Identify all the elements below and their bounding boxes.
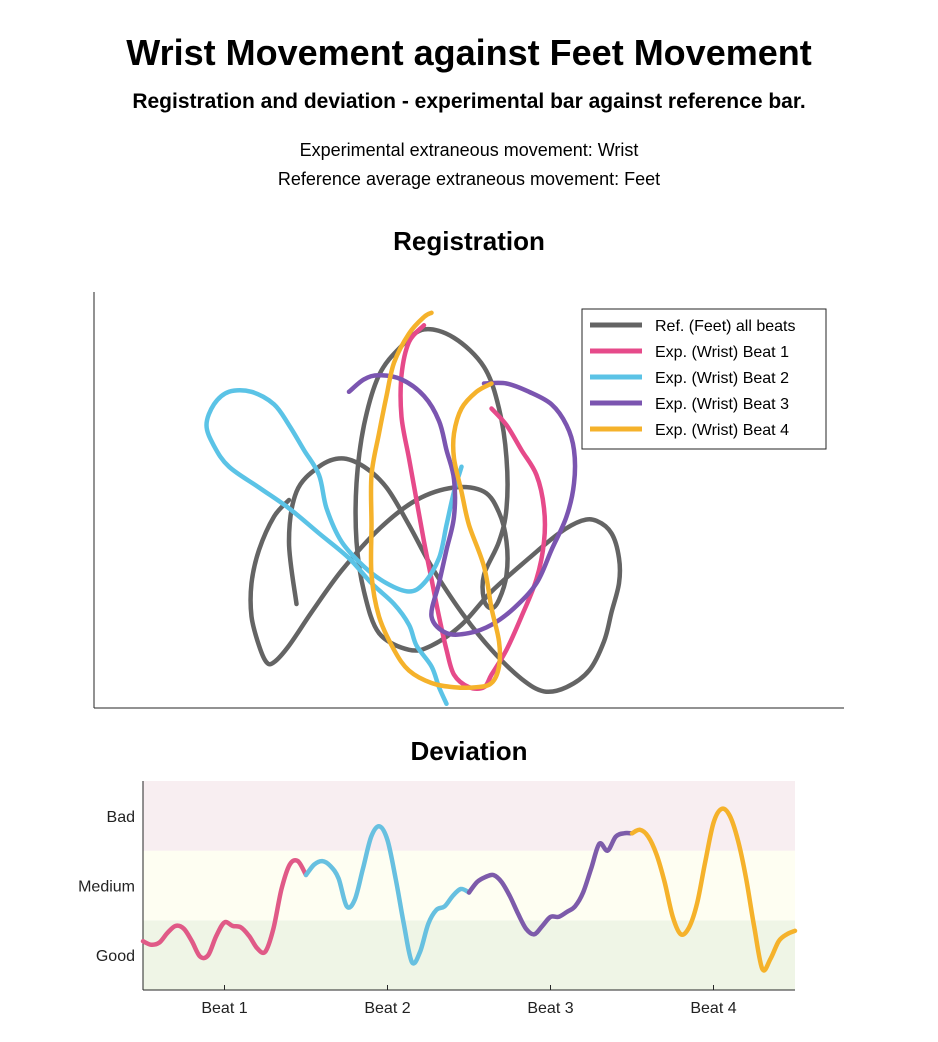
experimental-movement-label: Experimental extraneous movement: Wrist (299, 140, 639, 160)
deviation-chart: Good Medium Bad Beat 1 Beat 2 Beat 3 Beat 4 (78, 781, 798, 1017)
registration-series-line-4 (346, 372, 578, 637)
deviation-x-tick-3: Beat 3 (527, 1000, 573, 1017)
legend-entry-4: Exp. (Wrist) Beat 3 (655, 396, 789, 413)
registration-chart-title: Registration (393, 226, 545, 256)
legend-entry-3: Exp. (Wrist) Beat 2 (655, 370, 789, 387)
legend-entry-5: Exp. (Wrist) Beat 4 (655, 422, 789, 439)
deviation-line-beat-2 (303, 824, 472, 966)
deviation-x-tick-4: Beat 4 (690, 1000, 736, 1017)
registration-series-line-5 (368, 310, 503, 690)
deviation-line-beat-3 (466, 830, 635, 937)
deviation-chart-title: Deviation (410, 736, 528, 766)
deviation-line-beat-1 (140, 857, 309, 961)
registration-series-line-3 (204, 388, 464, 707)
legend-entry-2: Exp. (Wrist) Beat 1 (655, 344, 789, 361)
reference-movement-label: Reference average extraneous movement: F… (277, 169, 661, 189)
deviation-line-beat-4 (629, 806, 798, 973)
registration-series-line-1 (248, 326, 623, 695)
deviation-band-1 (143, 920, 795, 990)
deviation-y-tick-medium: Medium (78, 879, 135, 896)
deviation-x-tick-2: Beat 2 (364, 1000, 410, 1017)
main-title: Wrist Movement against Feet Movement (126, 32, 812, 73)
registration-chart: Ref. (Feet) all beats Exp. (Wrist) Beat 1… (93, 292, 844, 709)
deviation-x-tick-1: Beat 1 (201, 1000, 247, 1017)
sub-title: Registration and deviation - experimenta… (132, 90, 806, 113)
deviation-y-tick-bad: Bad (107, 809, 135, 826)
legend-entry-1: Ref. (Feet) all beats (655, 318, 796, 335)
deviation-band-2 (143, 850, 795, 921)
deviation-y-tick-good: Good (96, 948, 135, 965)
deviation-band-3 (143, 781, 795, 851)
